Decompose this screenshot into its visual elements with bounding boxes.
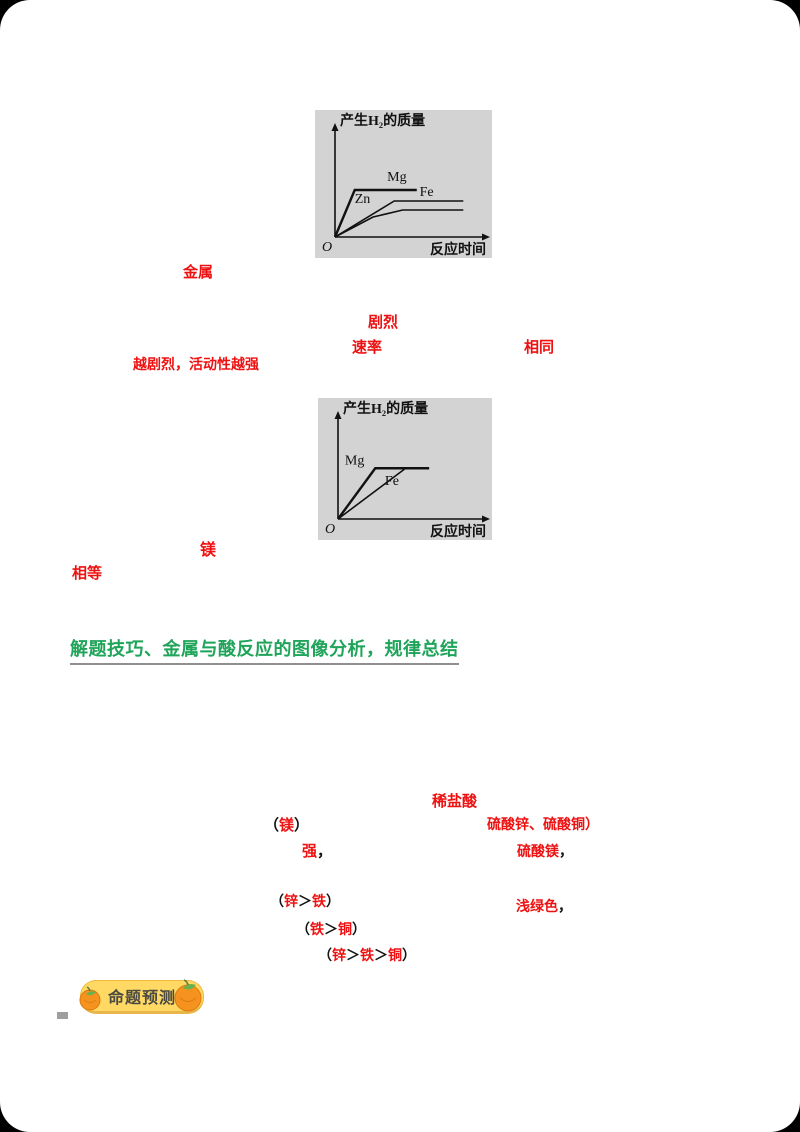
order2-a: 铁 <box>310 921 324 937</box>
order2-open: （ <box>296 921 310 937</box>
salts-line2-text: 硫酸镁 <box>517 843 559 859</box>
paren-open: （ <box>264 817 280 834</box>
answer-dilute-acid: 稀盐酸 <box>432 793 478 810</box>
answer-order1: （锌＞铁） <box>270 891 340 911</box>
svg-text:Fe: Fe <box>420 185 434 200</box>
order1-close: ） <box>326 893 340 909</box>
strong-punct: ， <box>317 843 333 860</box>
order3-b: 铁 <box>360 947 374 963</box>
answer-conclusion: 越剧烈，活动性越强 <box>133 356 259 372</box>
answer-order3: （锌＞铁＞铜） <box>318 945 416 965</box>
svg-text:Fe: Fe <box>385 474 399 489</box>
svg-text:Zn: Zn <box>355 192 371 207</box>
svg-text:反应时间: 反应时间 <box>430 241 486 258</box>
svg-text:反应时间: 反应时间 <box>430 523 486 540</box>
chart-h2-vs-time-mg-fe: Mg Fe 产生H₂的质量反应时间 O <box>318 398 492 540</box>
solution-color-text: 浅绿色 <box>516 898 558 914</box>
paren-close: ） <box>294 817 310 834</box>
order1-open: （ <box>270 893 284 909</box>
order2-gt: ＞ <box>324 921 338 937</box>
order1-b: 铁 <box>312 893 326 909</box>
chart-h2-vs-time-mg-zn-fe: Mg Zn Fe 产生H₂的质量反应时间 O <box>315 110 492 258</box>
answer-vigorous: 剧烈 <box>368 314 399 331</box>
answer-strong: 强， <box>302 840 332 861</box>
answer-order2: （铁＞铜） <box>296 919 366 939</box>
svg-text:产生H₂的质量: 产生H₂的质量 <box>340 112 425 129</box>
orange-fruit-icon-right <box>174 979 202 1012</box>
order3-a: 锌 <box>332 947 346 963</box>
section-heading: 解题技巧、金属与酸反应的图像分析，规律总结 <box>70 635 459 665</box>
order2-b: 铜 <box>338 921 352 937</box>
svg-text:O: O <box>322 240 332 255</box>
answer-mg: 镁 <box>200 542 217 559</box>
order3-open: （ <box>318 947 332 963</box>
prediction-badge-label: 命题预测 <box>107 990 176 1007</box>
answer-metal-word: 金属 <box>183 264 214 281</box>
svg-text:Mg: Mg <box>345 453 364 468</box>
order3-gt1: ＞ <box>346 947 360 963</box>
answer-salts-line2: 硫酸镁， <box>517 841 573 861</box>
order3-c: 铜 <box>388 947 402 963</box>
salts-line2-punct: ， <box>559 843 573 859</box>
answer-equal: 相等 <box>72 565 103 582</box>
paren-mg-text: 镁 <box>279 817 295 834</box>
order2-close: ） <box>352 921 366 937</box>
order3-gt2: ＞ <box>374 947 388 963</box>
order1-gt: ＞ <box>298 893 312 909</box>
solution-color-punct: ， <box>558 898 572 914</box>
answer-salts-line1: 硫酸锌、硫酸铜） <box>487 816 599 832</box>
scan-smudge-artifact <box>57 1012 68 1019</box>
order3-close: ） <box>402 947 416 963</box>
svg-text:产生H₂的质量: 产生H₂的质量 <box>343 400 428 417</box>
orange-fruit-icon-left <box>79 986 101 1011</box>
strong-text: 强 <box>302 843 318 860</box>
answer-same: 相同 <box>524 339 555 356</box>
svg-text:Mg: Mg <box>387 170 406 185</box>
answer-rate: 速率 <box>352 339 383 356</box>
answer-paren-mg: （镁） <box>264 814 309 835</box>
order1-a: 锌 <box>284 893 298 909</box>
svg-text:O: O <box>325 522 335 537</box>
answer-solution-color: 浅绿色， <box>516 896 572 916</box>
